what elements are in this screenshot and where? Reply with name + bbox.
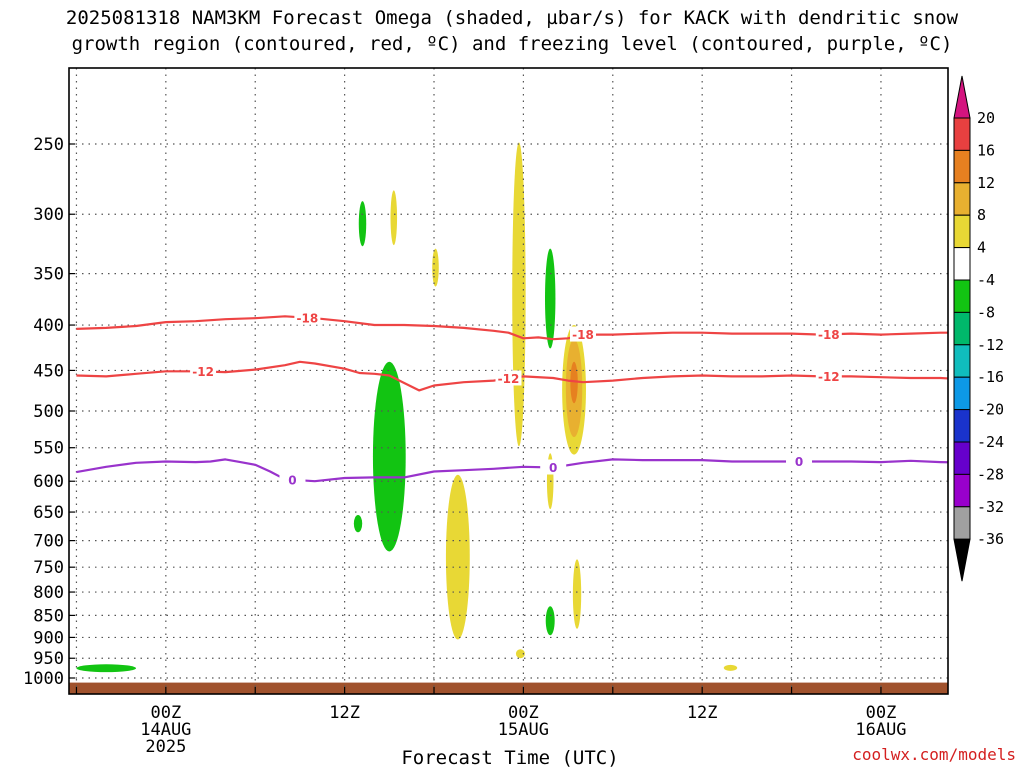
colorbar-segment: [953, 344, 971, 378]
x-tick-label: 12Z: [687, 703, 718, 723]
colorbar-label: -12: [977, 336, 1004, 354]
y-tick-label: 950: [33, 649, 64, 669]
colorbar-segment: [953, 214, 971, 249]
colorbar-label: 8: [977, 206, 986, 224]
y-tick-label: 800: [33, 583, 64, 603]
colorbar-label: -32: [977, 498, 1004, 516]
y-tick-label: 850: [33, 606, 64, 626]
y-tick-label: 750: [33, 558, 64, 578]
colorbar-label: -8: [977, 303, 995, 321]
chart-title-line-2: growth region (contoured, red, ºC) and f…: [72, 33, 953, 55]
x-axis-label: Forecast Time (UTC): [401, 747, 618, 768]
contour-line: [76, 360, 948, 392]
y-tick-label: 450: [33, 361, 64, 381]
colorbar-segment: [953, 279, 971, 313]
omega-blob: [572, 559, 582, 629]
colorbar-segment: [953, 376, 971, 411]
contour-label-bg: [815, 368, 842, 384]
omega-blob: [545, 248, 556, 349]
x-tick-label: 00Z: [866, 703, 897, 723]
colorbar-label: 4: [977, 239, 986, 257]
omega-blob: [512, 142, 526, 447]
colorbar-segment: [953, 182, 971, 216]
colorbar-label: -4: [977, 271, 995, 289]
contour-label: -18: [572, 328, 594, 342]
y-tick-label: 700: [33, 532, 64, 552]
omega-blob: [358, 201, 367, 247]
contour-label-bg: [294, 309, 321, 325]
colorbar-label: -16: [977, 368, 1004, 386]
omega-blob: [570, 361, 578, 404]
colorbar-segment: [953, 506, 971, 540]
omega-blob: [515, 649, 525, 659]
colorbar-bottom-triangle: [953, 538, 971, 582]
omega-blob: [353, 515, 363, 533]
plot-frame: [68, 67, 949, 695]
colorbar-segment: [953, 311, 971, 346]
contour-label-bg: [786, 453, 813, 469]
x-tick-label: 16AUG: [855, 720, 906, 740]
credit-text: coolwx.com/models: [852, 745, 1016, 764]
contour-line: [76, 315, 948, 341]
colorbar-label: 16: [977, 141, 995, 159]
colorbar-top-triangle: [953, 75, 971, 119]
contour-label-bg: [540, 459, 567, 475]
colorbar-segment: [953, 247, 971, 281]
x-tick-label: 2025: [145, 737, 186, 757]
x-tick-label: 00Z: [508, 703, 539, 723]
colorbar-segment: [953, 409, 971, 443]
y-tick-label: 650: [33, 503, 64, 523]
contour-label-bg: [279, 471, 306, 487]
colorbar-label: -24: [977, 433, 1004, 451]
colorbar-label: 12: [977, 174, 995, 192]
y-tick-label: 600: [33, 472, 64, 492]
colorbar-segment: [953, 117, 971, 151]
omega-blob: [545, 606, 555, 636]
omega-blob: [390, 190, 398, 246]
contour-label: -12: [192, 365, 214, 379]
y-tick-label: 300: [33, 205, 64, 225]
omega-blob: [723, 664, 738, 671]
y-tick-label: 550: [33, 439, 64, 459]
colorbar-label: 20: [977, 109, 995, 127]
y-tick-label: 900: [33, 628, 64, 648]
x-tick-label: 15AUG: [498, 720, 549, 740]
y-tick-label: 500: [33, 402, 64, 422]
contour-label: 0: [288, 473, 296, 487]
y-tick-label: 400: [33, 316, 64, 336]
contour-label-bg: [495, 370, 522, 386]
colorbar-label: -28: [977, 465, 1004, 483]
colorbar-segment: [953, 149, 971, 184]
contour-label: 0: [795, 455, 803, 469]
y-tick-label: 250: [33, 135, 64, 155]
omega-blob: [445, 474, 470, 640]
y-tick-label: 350: [33, 265, 64, 285]
contour-label: -18: [297, 311, 319, 325]
contour-label: 0: [549, 461, 557, 475]
omega-blob: [372, 361, 406, 552]
x-tick-label: 14AUG: [140, 720, 191, 740]
plot-area: -18 -18 -18 -12 -12 -12 0 0 0 250 300 350 400 450 500 5…: [23, 67, 949, 757]
colorbar-segment: [953, 441, 971, 475]
contour-label-bg: [190, 363, 217, 379]
plot-contents: -18 -18 -18 -12 -12 -12 0 0 0: [69, 68, 948, 694]
colorbar-label: -20: [977, 401, 1004, 419]
contour-label-bg: [815, 326, 842, 342]
x-tick-label: 00Z: [150, 703, 181, 723]
colorbar: 20 16 12 8 4 -4 -8 -12 -16 -20 -24 -28 -32 -36: [953, 75, 1004, 582]
contour-label: -12: [818, 370, 840, 384]
x-tick-label: 12Z: [329, 703, 360, 723]
contour-label: -12: [498, 372, 520, 386]
chart-title-line-1: 2025081318 NAM3KM Forecast Omega (shaded…: [66, 7, 959, 29]
colorbar-segment: [953, 473, 971, 508]
contour-label: -18: [818, 328, 840, 342]
contour-label-bg: [569, 326, 596, 342]
omega-blob: [432, 248, 439, 287]
surface-fill: [69, 682, 948, 694]
colorbar-label: -36: [977, 530, 1004, 548]
y-tick-label: 1000: [23, 669, 64, 689]
omega-blob: [76, 664, 137, 673]
